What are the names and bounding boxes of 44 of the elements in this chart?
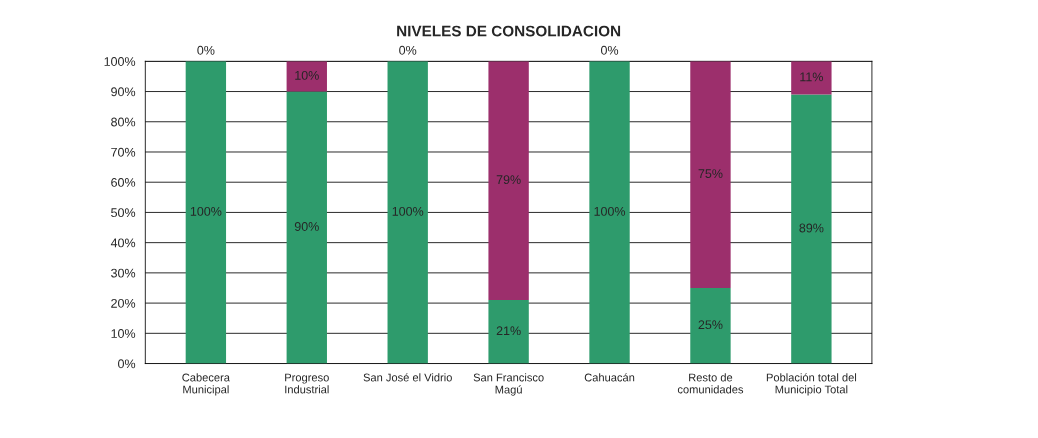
data-label: 75% (698, 169, 723, 179)
y-tick-label: 60% (111, 178, 136, 187)
y-tick-label: 30% (111, 268, 136, 278)
data-label: 0% (600, 45, 619, 55)
bar (185, 61, 227, 364)
x-tick-label: Resto de comunidades (677, 373, 744, 394)
data-label: 25% (698, 320, 723, 330)
bar (286, 61, 327, 92)
bar (690, 287, 731, 364)
x-tick-label: Cabecera Municipal (182, 373, 230, 396)
x-tick-label: San Francisco Magú (473, 373, 544, 396)
y-tick-label: 70% (111, 147, 136, 157)
bar (690, 61, 731, 288)
y-tick-label: 100% (104, 57, 136, 66)
data-label: 90% (294, 222, 319, 231)
bar (286, 91, 327, 364)
y-tick-label: 80% (111, 117, 136, 127)
bar (791, 61, 832, 95)
data-label: 0% (399, 45, 417, 55)
data-label: 100% (392, 206, 424, 216)
chart-title: NIVELES DE CONSOLIDACION (397, 25, 621, 37)
data-label: 0% (197, 45, 215, 55)
data-label: 79% (496, 175, 521, 185)
x-tick-label: Progreso Industrial (285, 373, 329, 394)
bar (387, 61, 428, 364)
bar (589, 61, 630, 364)
data-label: 11% (800, 72, 823, 82)
data-label: 21% (496, 326, 521, 336)
y-tick-label: 40% (110, 238, 136, 248)
data-label: 89% (799, 223, 824, 233)
y-tick-label: 20% (111, 298, 136, 308)
y-tick-label: 90% (111, 87, 136, 97)
bar (488, 61, 529, 301)
bar (488, 300, 529, 364)
y-tick-label: 10% (111, 329, 136, 338)
y-tick-label: 50% (111, 208, 136, 218)
x-tick-label: Cahuacán (584, 373, 635, 382)
data-label: 100% (594, 206, 626, 216)
data-label: 100% (190, 206, 222, 216)
x-tick-label: Población total del Municipio Total (766, 373, 857, 396)
data-label: 10% (295, 70, 319, 80)
y-tick-label: 0% (118, 359, 136, 369)
bar (791, 94, 832, 364)
x-tick-label: San José el Vidrio (363, 373, 452, 382)
